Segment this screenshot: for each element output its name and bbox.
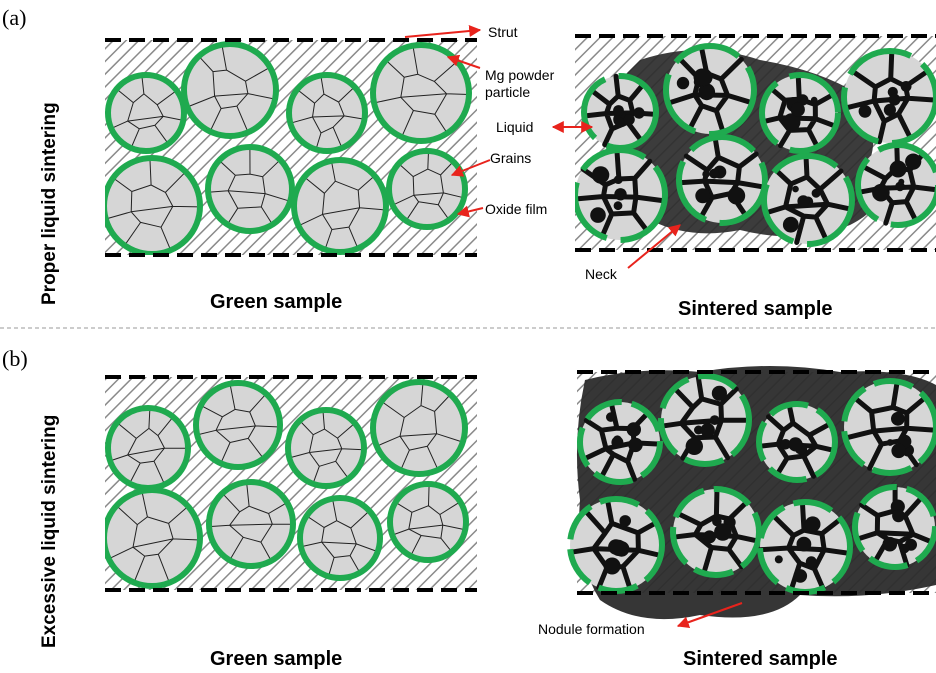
powder-particle: [567, 496, 665, 594]
powder-particle: [761, 153, 855, 247]
green-sample-caption-b: Green sample: [210, 648, 342, 670]
strut-borders: [105, 34, 936, 595]
row-title-excessive: Excessive liquid sintering: [39, 415, 60, 648]
oxide-film-label: Oxide film: [485, 201, 547, 217]
powder-particle: [105, 487, 203, 589]
green-sample-caption-a: Green sample: [210, 291, 342, 313]
powder-particle: [577, 399, 663, 485]
callout-arrows: [404, 25, 743, 628]
powder-particle: [670, 486, 762, 578]
powder-particle: [297, 495, 383, 581]
powder-particle: [759, 72, 841, 154]
sintered-sample-caption-a: Sintered sample: [678, 298, 833, 320]
powder-particle: [386, 148, 468, 230]
sintered-sample-caption-b: Sintered sample: [683, 648, 838, 670]
powder-particle: [575, 147, 668, 243]
sintered-sample-a: [575, 36, 936, 250]
powder-particle: [387, 481, 469, 563]
green-sample-b: [105, 377, 477, 590]
sintered-sample-b: [567, 366, 936, 620]
powder-particle: [841, 48, 936, 146]
green-sample-a: [105, 40, 477, 255]
grains-arrow: [450, 159, 491, 177]
powder-particle: [658, 373, 752, 467]
powder-particle: [370, 42, 472, 144]
strut-arrow: [404, 25, 482, 38]
panel-b-letter: (b): [2, 346, 28, 371]
powder-particle: [285, 407, 367, 489]
neck-label: Neck: [585, 266, 618, 282]
mg-particle-arrow: [446, 54, 481, 69]
panel-a-letter: (a): [2, 5, 26, 30]
powder-particle: [206, 479, 296, 569]
powder-particle: [291, 157, 389, 255]
grains-label: Grains: [490, 150, 531, 166]
nodule-label: Nodule formation: [538, 621, 645, 637]
oxide-film-arrow: [456, 205, 484, 218]
powder-particle: [841, 378, 936, 476]
row-title-proper: Proper liquid sintering: [39, 102, 60, 305]
liquid-label: Liquid: [496, 119, 533, 135]
powder-particle: [370, 379, 468, 477]
powder-particle: [286, 72, 368, 154]
powder-particle: [756, 401, 838, 483]
powder-particle: [105, 405, 191, 491]
powder-particle: [105, 155, 203, 255]
powder-particle: [852, 484, 936, 570]
powder-particle: [105, 72, 187, 154]
powder-particle: [757, 499, 853, 595]
strut-label: Strut: [488, 24, 518, 40]
powder-particle: [676, 134, 768, 226]
powder-particle: [181, 41, 279, 139]
powder-particle: [663, 43, 757, 137]
powder-particle: [855, 142, 936, 228]
powder-particle: [205, 144, 295, 234]
mg-particle-label-2: particle: [485, 84, 530, 100]
powder-particle: [581, 73, 659, 151]
neck-arrow: [627, 224, 681, 269]
nodule-arrow: [676, 602, 743, 628]
powder-particle: [193, 380, 283, 470]
mg-particle-label-1: Mg powder: [485, 67, 555, 83]
